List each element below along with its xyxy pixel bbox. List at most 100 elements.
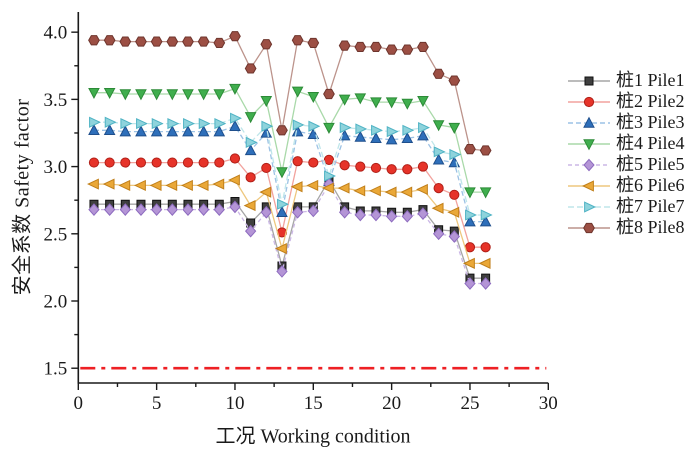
- data-point-marker: [102, 178, 115, 190]
- data-point-marker: [213, 37, 226, 49]
- data-point-marker: [135, 125, 147, 137]
- data-point-marker: [370, 208, 382, 222]
- data-point-marker: [462, 257, 475, 269]
- legend-glyph: [582, 179, 594, 192]
- data-point-marker: [244, 224, 257, 238]
- data-point-marker: [479, 215, 492, 227]
- series-6: [86, 174, 491, 269]
- data-point-marker: [120, 157, 131, 168]
- series-8: [88, 31, 492, 156]
- data-point-marker: [292, 119, 305, 131]
- legend-item-pile3: 桩3 Pile3: [567, 112, 685, 133]
- data-point-marker: [323, 154, 335, 165]
- data-point-marker: [417, 96, 429, 108]
- data-point-marker: [260, 39, 273, 50]
- series-3: [88, 119, 492, 227]
- legend-item-pile4: 桩4 Pile4: [567, 133, 685, 154]
- data-point-marker: [370, 41, 382, 53]
- data-point-marker: [339, 160, 350, 171]
- data-point-marker: [88, 123, 100, 135]
- data-point-marker: [244, 63, 257, 74]
- data-point-marker: [401, 131, 414, 144]
- data-point-marker: [149, 179, 162, 191]
- series-2: [88, 153, 491, 253]
- data-point-marker: [120, 117, 133, 130]
- data-point-marker: [88, 87, 100, 100]
- data-point-marker: [229, 119, 241, 131]
- legend-marker-pile8: [568, 222, 610, 233]
- data-point-marker: [480, 209, 493, 221]
- x-tick-label: 15: [304, 393, 323, 414]
- data-point-marker: [119, 203, 131, 216]
- data-point-marker: [338, 94, 351, 106]
- data-point-marker: [229, 200, 241, 214]
- data-point-marker: [151, 157, 162, 168]
- data-point-marker: [229, 153, 241, 164]
- data-point-marker: [323, 122, 335, 134]
- legend-marker-pile6: [568, 179, 610, 192]
- y-tick-label: 2.0: [44, 292, 68, 313]
- data-point-marker: [182, 89, 194, 101]
- data-point-marker: [401, 209, 413, 223]
- legend-marker-pile4: [568, 138, 610, 150]
- legend-glyph: [583, 116, 595, 128]
- data-point-marker: [338, 205, 351, 219]
- data-point-marker: [103, 123, 116, 135]
- legend-item-pile5: 桩5 Pile5: [567, 154, 685, 175]
- data-point-marker: [135, 203, 147, 216]
- data-point-marker: [119, 36, 132, 47]
- data-point-marker: [479, 187, 492, 199]
- data-point-marker: [182, 157, 194, 168]
- data-point-marker: [166, 36, 179, 47]
- data-point-marker: [213, 203, 225, 216]
- data-point-marker: [448, 122, 461, 134]
- data-point-marker: [402, 124, 415, 136]
- data-point-marker: [385, 133, 398, 145]
- data-point-marker: [464, 215, 476, 227]
- data-point-marker: [431, 202, 444, 214]
- data-point-marker: [86, 178, 99, 190]
- data-point-marker: [479, 145, 492, 156]
- y-axis-label: 安全系数 Safety factor: [11, 98, 34, 296]
- data-point-marker: [119, 89, 132, 101]
- data-point-marker: [464, 242, 476, 253]
- legend-label-pile7: 桩7 Pile7: [616, 196, 685, 216]
- data-point-marker: [417, 129, 429, 141]
- data-point-marker: [354, 93, 367, 105]
- data-point-marker: [213, 89, 226, 101]
- legend-label-pile8: 桩8 Pile8: [616, 217, 685, 237]
- data-point-marker: [118, 179, 131, 191]
- data-point-marker: [385, 209, 398, 223]
- data-point-marker: [182, 203, 194, 216]
- legend-item-pile7: 桩7 Pile7: [567, 196, 685, 217]
- y-tick-label: 3.5: [44, 90, 68, 111]
- data-point-marker: [89, 116, 101, 128]
- legend-glyph: [583, 96, 595, 107]
- data-point-marker: [480, 242, 491, 253]
- data-point-marker: [151, 117, 164, 130]
- data-point-marker: [103, 35, 116, 46]
- legend-marker-pile7: [568, 200, 610, 213]
- series-7: [89, 112, 493, 221]
- data-point-marker: [227, 174, 240, 186]
- data-point-marker: [88, 35, 100, 46]
- data-point-marker: [370, 131, 382, 144]
- data-point-marker: [180, 179, 193, 191]
- data-point-marker: [212, 178, 225, 190]
- y-tick-label: 3.0: [44, 157, 68, 178]
- data-point-marker: [196, 179, 209, 191]
- data-point-marker: [150, 125, 163, 137]
- data-point-marker: [384, 186, 397, 198]
- data-point-marker: [135, 36, 147, 47]
- data-point-marker: [323, 88, 335, 100]
- data-point-marker: [198, 117, 211, 130]
- x-tick-label: 0: [74, 393, 84, 414]
- data-point-marker: [417, 207, 429, 220]
- data-point-marker: [353, 185, 366, 197]
- data-point-marker: [260, 205, 272, 219]
- data-point-marker: [150, 89, 163, 101]
- data-point-marker: [433, 146, 446, 158]
- data-point-marker: [354, 130, 367, 142]
- data-point-marker: [418, 122, 430, 134]
